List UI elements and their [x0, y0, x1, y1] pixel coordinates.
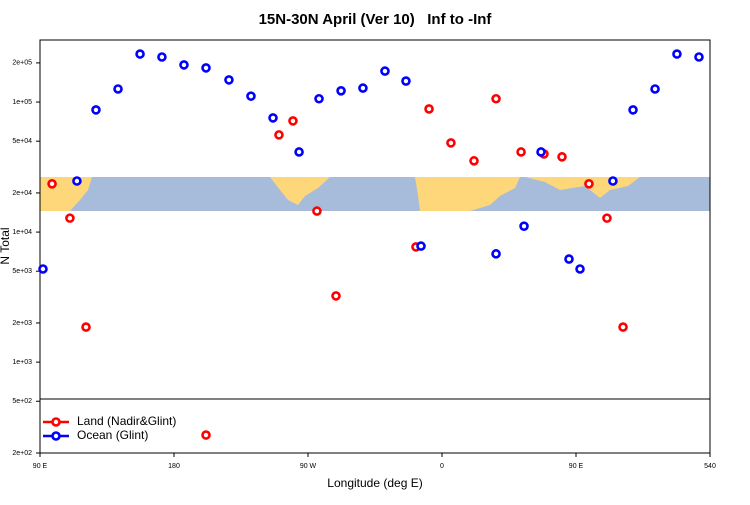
point — [424, 104, 434, 114]
x-tick-label: 90 E — [569, 463, 584, 470]
point — [72, 176, 82, 186]
point — [91, 105, 101, 115]
legend-label: Land (Nadir&Glint) — [77, 414, 176, 428]
point — [416, 241, 426, 251]
chart-title: 15N-30N April (Ver 10) Inf to -Inf — [259, 11, 493, 28]
y-tick-label: 5e+04 — [12, 138, 32, 145]
point — [491, 93, 501, 104]
point — [628, 105, 638, 115]
point — [314, 93, 324, 104]
point — [672, 49, 682, 59]
point — [536, 147, 546, 157]
point — [224, 75, 234, 85]
point — [157, 52, 167, 62]
point — [312, 206, 322, 216]
point — [331, 291, 341, 301]
y-tick-label: 2e+02 — [12, 450, 32, 457]
y-tick-label: 5e+03 — [12, 268, 32, 275]
point — [650, 84, 660, 94]
x-tick-label: 180 — [168, 463, 180, 470]
x-axis-label: Longitude (deg E) — [327, 476, 422, 490]
point — [65, 213, 75, 223]
x-tick-label: 90 E — [33, 463, 48, 470]
point — [618, 322, 628, 332]
point — [491, 249, 501, 259]
y-tick-label: 1e+05 — [12, 99, 32, 106]
legend-label: Ocean (Glint) — [77, 428, 148, 442]
point — [564, 254, 574, 264]
point — [268, 113, 278, 123]
point — [575, 264, 585, 274]
point — [602, 213, 612, 223]
point — [179, 60, 189, 70]
point — [201, 63, 211, 73]
map-strip — [40, 177, 710, 211]
point — [469, 156, 479, 166]
point — [519, 221, 529, 231]
x-tick-label: 540 — [704, 463, 716, 470]
point — [694, 52, 704, 62]
point — [246, 91, 256, 101]
legend-marker — [51, 417, 61, 427]
y-tick-label: 2e+03 — [12, 320, 32, 327]
point — [81, 322, 91, 332]
y-tick-label: 2e+04 — [12, 190, 32, 197]
point — [608, 176, 618, 186]
y-tick-label: 1e+03 — [12, 359, 32, 366]
plot-frame — [39, 39, 711, 454]
legend-marker — [51, 431, 61, 441]
point — [584, 179, 594, 189]
point — [557, 152, 567, 162]
y-tick-label: 1e+04 — [12, 229, 32, 236]
y-axis-label: N Total — [0, 227, 12, 264]
point — [201, 430, 211, 440]
point — [358, 83, 368, 93]
point — [446, 138, 456, 148]
point — [135, 49, 145, 59]
point — [288, 116, 298, 126]
point — [380, 66, 390, 76]
x-tick-label: 90 W — [300, 463, 317, 470]
point — [38, 264, 48, 274]
point — [294, 147, 304, 157]
point — [113, 84, 123, 94]
y-tick-label: 5e+02 — [12, 398, 32, 405]
point — [47, 179, 57, 189]
point — [401, 76, 411, 86]
x-tick-label: 0 — [440, 463, 444, 470]
point — [274, 130, 284, 140]
point — [516, 147, 526, 157]
y-tick-label: 2e+05 — [12, 60, 32, 67]
point — [336, 86, 346, 96]
